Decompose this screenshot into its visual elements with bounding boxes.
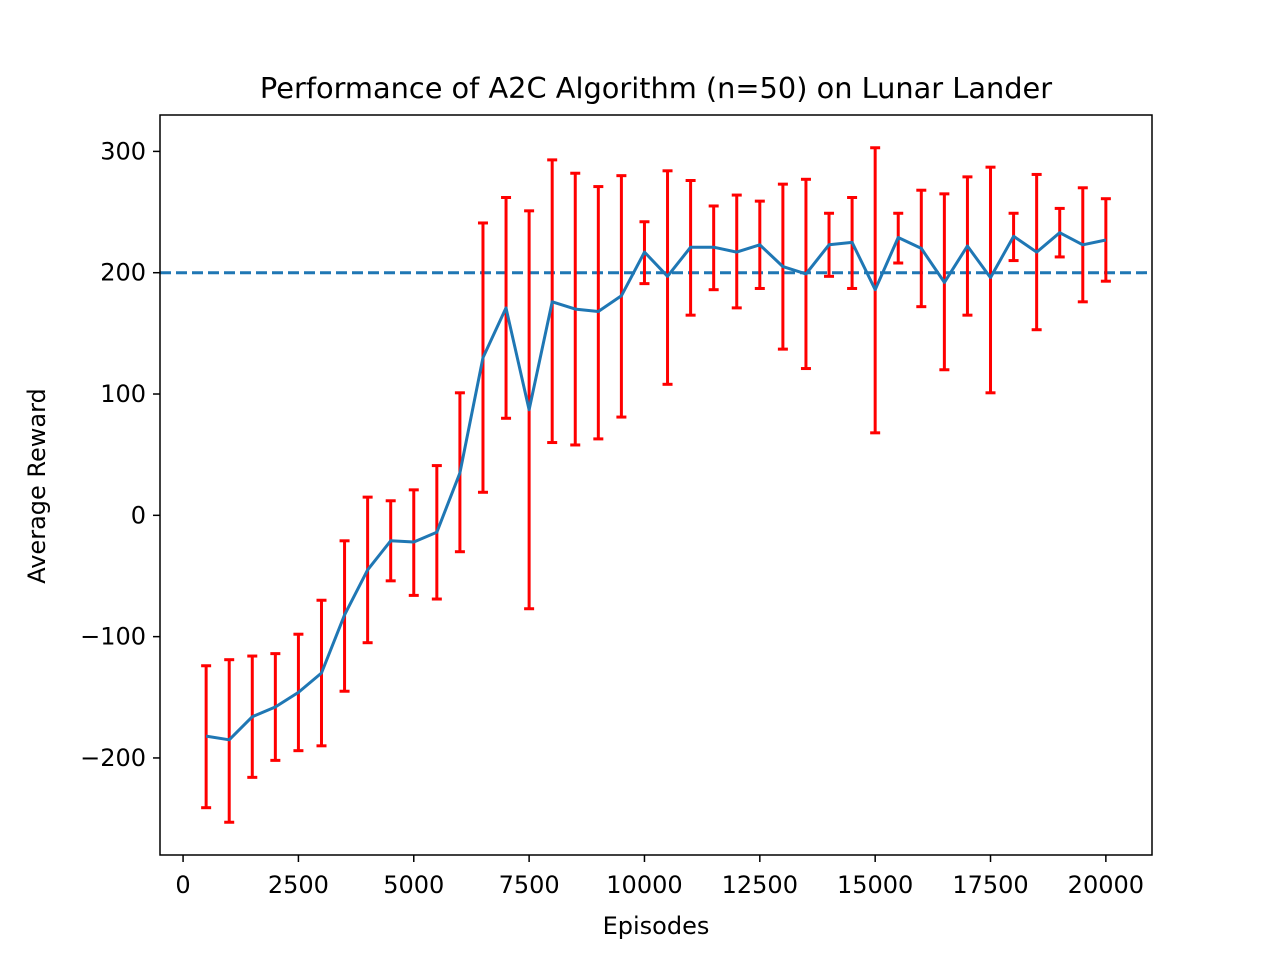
y-tick-label: 200 xyxy=(100,259,146,287)
x-tick-label: 0 xyxy=(175,871,190,899)
series-line xyxy=(205,231,1107,742)
x-axis-label: Episodes xyxy=(603,912,710,940)
y-tick-label: −100 xyxy=(80,623,146,651)
chart-title: Performance of A2C Algorithm (n=50) on L… xyxy=(260,71,1052,105)
x-tick-label: 2500 xyxy=(268,871,329,899)
y-tick-label: 300 xyxy=(100,137,146,165)
y-axis-label: Average Reward xyxy=(23,388,51,584)
x-tick-label: 20000 xyxy=(1068,871,1144,899)
x-tick-label: 7500 xyxy=(499,871,560,899)
y-tick-label: −200 xyxy=(80,744,146,772)
x-tick-label: 12500 xyxy=(722,871,798,899)
y-tick-label: 0 xyxy=(131,501,146,529)
x-axis: 0 2500 5000 7500 10000 12500 15000 17500 20000 xyxy=(175,855,1144,899)
x-tick-label: 17500 xyxy=(952,871,1028,899)
x-tick-label: 15000 xyxy=(837,871,913,899)
x-tick-label: 10000 xyxy=(606,871,682,899)
y-tick-label: 100 xyxy=(100,380,146,408)
x-tick-label: 5000 xyxy=(383,871,444,899)
y-axis: −200 −100 0 100 200 300 xyxy=(80,137,160,772)
plot-frame xyxy=(159,114,1153,856)
plot-area xyxy=(159,114,1153,856)
